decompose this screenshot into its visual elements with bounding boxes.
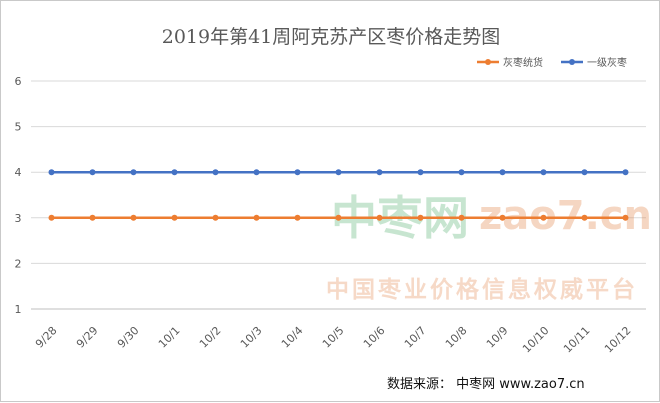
x-tick-label: 10/2 <box>197 324 224 351</box>
series-layer <box>48 169 629 221</box>
data-point <box>130 214 137 221</box>
data-point <box>335 214 342 221</box>
data-point <box>417 169 424 176</box>
data-point <box>335 169 342 176</box>
data-point <box>212 214 219 221</box>
data-point <box>376 169 383 176</box>
data-point <box>212 169 219 176</box>
data-point <box>499 169 506 176</box>
legend-label: 一级灰枣 <box>587 56 627 69</box>
series-1 <box>48 214 629 221</box>
data-point <box>458 214 465 221</box>
x-tick-label: 10/9 <box>484 324 511 351</box>
watermark: 中枣网 zao7.cn 中国枣业价格信息权威平台 <box>326 191 652 303</box>
series-2 <box>48 169 629 176</box>
watermark-slogan: 中国枣业价格信息权威平台 <box>326 276 638 303</box>
x-axis: 9/28 9/29 9/30 10/1 10/2 10/3 10/4 10/5 10/6 10/7… <box>33 324 634 356</box>
x-tick-label: 9/28 <box>33 324 60 351</box>
data-point <box>253 169 260 176</box>
x-tick-label: 10/6 <box>361 324 388 351</box>
y-tick-label: 4 <box>15 166 22 179</box>
y-tick-label: 5 <box>15 121 22 134</box>
data-point <box>417 214 424 221</box>
data-point <box>48 169 55 176</box>
x-tick-label: 9/29 <box>74 324 101 351</box>
legend-swatch-marker <box>485 59 491 65</box>
data-point <box>499 214 506 221</box>
x-tick-label: 10/11 <box>561 324 593 356</box>
data-point <box>458 169 465 176</box>
y-tick-label: 1 <box>15 303 22 316</box>
data-point <box>622 214 629 221</box>
legend: 灰枣统货 一级灰枣 <box>477 56 627 69</box>
x-tick-label: 9/30 <box>115 324 142 351</box>
data-point <box>171 214 178 221</box>
x-tick-label: 10/5 <box>320 324 347 351</box>
chart-title: 2019年第41周阿克苏产区枣价格走势图 <box>162 26 501 48</box>
legend-swatch-marker <box>569 59 575 65</box>
data-point <box>376 214 383 221</box>
data-point <box>171 169 178 176</box>
data-point <box>253 214 260 221</box>
legend-label: 灰枣统货 <box>503 56 543 69</box>
y-tick-label: 3 <box>15 212 22 225</box>
data-point <box>48 214 55 221</box>
x-tick-label: 10/1 <box>156 324 183 351</box>
data-point <box>581 169 588 176</box>
y-axis: 1 2 3 4 5 6 <box>15 75 22 316</box>
data-point <box>130 169 137 176</box>
legend-item: 一级灰枣 <box>561 56 627 69</box>
data-point <box>540 214 547 221</box>
y-tick-label: 2 <box>15 257 22 270</box>
data-point <box>89 169 96 176</box>
x-tick-label: 10/3 <box>238 324 265 351</box>
x-tick-label: 10/4 <box>279 324 306 351</box>
x-tick-label: 10/7 <box>402 324 429 351</box>
data-point <box>622 169 629 176</box>
x-tick-label: 10/10 <box>520 324 552 356</box>
x-tick-label: 10/8 <box>443 324 470 351</box>
data-source: 数据来源： 中枣网 www.zao7.cn <box>387 377 585 392</box>
legend-item: 灰枣统货 <box>477 56 543 69</box>
x-tick-label: 10/12 <box>602 324 634 356</box>
data-point <box>540 169 547 176</box>
data-point <box>294 214 301 221</box>
data-point <box>581 214 588 221</box>
y-tick-label: 6 <box>15 75 22 88</box>
data-point <box>89 214 96 221</box>
data-point <box>294 169 301 176</box>
